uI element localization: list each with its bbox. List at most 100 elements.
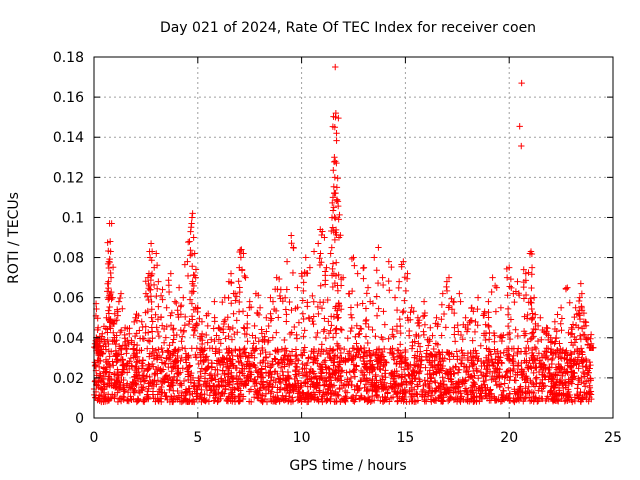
- data-point: [364, 377, 371, 384]
- data-point: [552, 335, 560, 342]
- data-point: [124, 380, 131, 387]
- data-point: [547, 339, 555, 346]
- data-point: [295, 319, 303, 326]
- data-point: [375, 360, 382, 368]
- data-point: [539, 395, 546, 403]
- data-point: [303, 391, 311, 398]
- data-point: [299, 297, 306, 304]
- data-point: [503, 274, 511, 281]
- data-point: [525, 383, 532, 390]
- data-point: [154, 328, 162, 336]
- data-point: [336, 377, 344, 384]
- data-point: [153, 366, 160, 373]
- data-point: [546, 389, 554, 396]
- data-point: [453, 348, 460, 355]
- data-point: [123, 360, 131, 367]
- data-point: [305, 398, 312, 405]
- data-point: [551, 318, 559, 325]
- data-point: [528, 299, 535, 307]
- data-point: [170, 387, 177, 394]
- data-point: [564, 351, 571, 359]
- data-point: [267, 395, 275, 403]
- data-point: [241, 377, 249, 385]
- data-point: [371, 351, 379, 358]
- data-point: [314, 329, 321, 337]
- data-point: [426, 359, 433, 366]
- data-point: [169, 339, 176, 346]
- data-point: [580, 357, 588, 364]
- data-point: [365, 323, 372, 331]
- data-point: [482, 392, 490, 399]
- data-point: [537, 314, 544, 321]
- data-point: [139, 362, 147, 370]
- data-point: [533, 374, 540, 381]
- data-point: [241, 272, 248, 280]
- data-point: [520, 278, 528, 286]
- data-point: [492, 397, 500, 404]
- data-point: [158, 344, 165, 352]
- data-point: [211, 337, 218, 345]
- data-point: [381, 370, 389, 377]
- data-point: [165, 363, 172, 371]
- data-point: [272, 307, 280, 315]
- data-point: [522, 344, 530, 352]
- data-point: [225, 373, 232, 380]
- data-point: [504, 305, 512, 313]
- data-point: [104, 280, 111, 287]
- data-point: [311, 391, 318, 398]
- data-point: [506, 335, 514, 343]
- data-point: [337, 282, 345, 289]
- data-point: [333, 259, 340, 266]
- data-point: [114, 398, 122, 406]
- data-point: [183, 354, 191, 361]
- y-tick-labels: 0 0.02 0.04 0.06 0.08 0.1 0.12 0.14 0.16 0.18: [53, 50, 84, 427]
- data-point: [259, 392, 266, 399]
- data-point: [438, 316, 445, 323]
- data-point: [262, 390, 270, 397]
- data-point: [500, 396, 508, 403]
- data-point: [165, 288, 173, 296]
- data-point: [191, 327, 199, 335]
- data-point: [554, 311, 561, 318]
- data-point: [416, 367, 424, 375]
- data-point: [108, 220, 115, 227]
- data-point: [481, 392, 489, 400]
- data-point: [319, 393, 326, 400]
- data-point: [190, 331, 197, 339]
- data-point: [395, 284, 402, 292]
- data-point: [454, 321, 461, 329]
- data-point: [470, 347, 477, 355]
- chart-title: Day 021 of 2024, Rate Of TEC Index for r…: [160, 20, 536, 36]
- data-point: [335, 300, 342, 308]
- data-point: [438, 398, 445, 405]
- data-point: [504, 322, 512, 330]
- data-point: [130, 345, 137, 352]
- data-point: [335, 216, 342, 223]
- data-point: [238, 361, 246, 369]
- data-point: [569, 321, 577, 328]
- data-point: [315, 310, 322, 318]
- data-point: [497, 304, 505, 311]
- data-point: [204, 364, 211, 372]
- data-point: [285, 389, 293, 397]
- data-point: [483, 354, 490, 361]
- y-tick-label: 0.16: [53, 90, 84, 106]
- x-axis-label: GPS time / hours: [289, 458, 406, 474]
- data-point: [507, 275, 515, 283]
- data-point: [239, 350, 247, 357]
- data-point: [584, 377, 592, 384]
- data-point: [332, 214, 339, 222]
- data-point: [428, 392, 436, 399]
- data-point: [503, 368, 510, 376]
- data-point: [300, 287, 307, 295]
- data-point: [506, 329, 513, 337]
- data-point: [557, 345, 564, 353]
- data-point: [350, 254, 357, 261]
- data-point: [406, 398, 413, 405]
- data-point: [304, 359, 311, 367]
- data-point: [427, 378, 435, 385]
- data-point: [382, 373, 389, 381]
- data-point: [273, 329, 280, 336]
- data-point: [547, 345, 555, 353]
- data-point: [475, 375, 482, 382]
